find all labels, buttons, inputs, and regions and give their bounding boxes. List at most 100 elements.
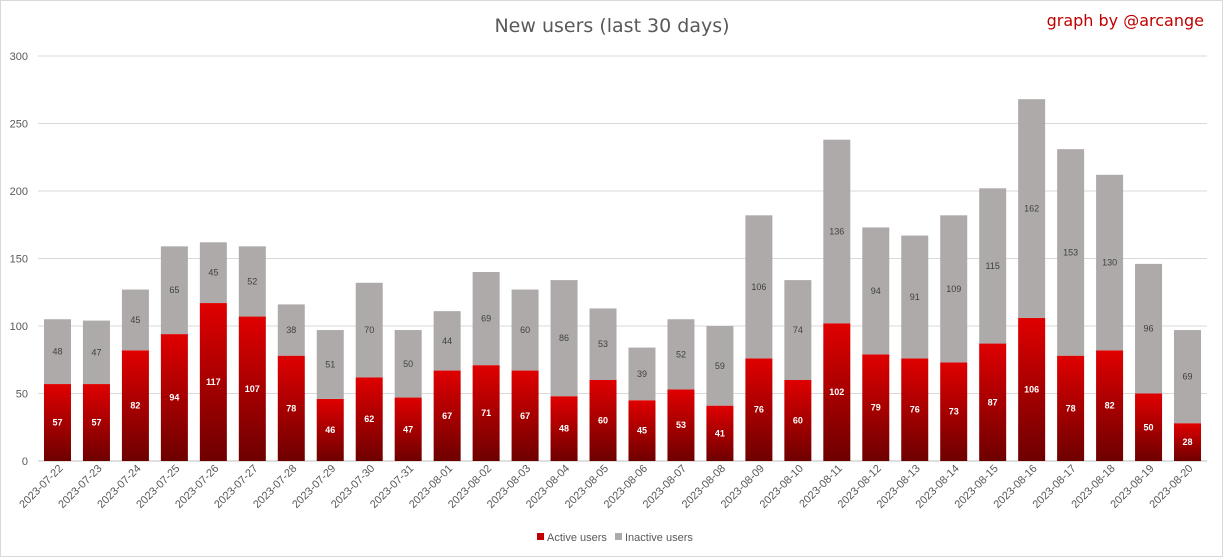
bar-inactive [121,289,149,351]
data-label-inactive: 69 [481,314,491,324]
bar-inactive [550,280,578,397]
legend-swatch-inactive [615,533,622,540]
data-label-active: 71 [481,408,491,418]
data-label-inactive: 91 [910,292,920,302]
bar-inactive [1057,149,1085,356]
data-label-active: 67 [442,411,452,421]
bar-inactive [82,320,110,385]
y-tick-label: 50 [16,389,28,401]
data-label-inactive: 109 [946,284,961,294]
bar-active [199,303,227,461]
data-label-inactive: 44 [442,336,452,346]
bar-inactive [1018,99,1046,318]
bar-active [316,398,344,461]
chart-title: New users (last 30 days) [494,15,729,37]
bar-inactive [355,282,383,378]
bar-active [433,370,461,461]
data-label-active: 60 [598,416,608,426]
bar-active [511,370,539,461]
data-label-inactive: 38 [286,325,296,335]
bar-inactive [394,330,422,398]
bar-active [901,358,929,461]
bar-active [706,405,734,461]
bar-inactive [1174,330,1202,424]
y-tick-label: 100 [10,321,28,333]
data-label-inactive: 52 [676,349,686,359]
data-label-active: 82 [130,401,140,411]
data-label-active: 73 [949,407,959,417]
bar-inactive [979,188,1007,344]
data-label-inactive: 53 [598,339,608,349]
bar-active [121,350,149,461]
data-label-inactive: 50 [403,359,413,369]
bar-active [355,377,383,461]
data-label-inactive: 60 [520,325,530,335]
data-label-active: 76 [910,405,920,415]
bar-inactive [745,215,773,359]
bar-inactive [706,326,734,406]
data-label-inactive: 74 [793,325,803,335]
data-label-active: 41 [715,428,725,438]
data-label-active: 48 [559,424,569,434]
data-label-active: 45 [637,426,647,436]
bar-active [1018,317,1046,461]
y-tick-label: 200 [10,186,28,198]
bar-inactive [1096,174,1124,351]
data-label-active: 117 [206,377,221,387]
y-tick-label: 250 [10,119,28,131]
bar-active [667,389,695,461]
data-label-inactive: 106 [751,282,766,292]
bar-active [940,362,968,461]
bar-active [628,400,656,461]
gridlines [38,55,1207,462]
bar-inactive [43,319,71,385]
bar-inactive [862,227,890,355]
legend-label-inactive: Inactive users [625,532,693,544]
data-label-inactive: 65 [169,285,179,295]
data-label-inactive: 136 [829,227,844,237]
data-label-active: 106 [1024,384,1039,394]
bar-inactive [199,242,227,304]
bar-active [784,380,812,461]
data-label-inactive: 47 [91,347,101,357]
data-label-inactive: 59 [715,361,725,371]
bar-active [979,343,1007,461]
bar-inactive [277,304,305,356]
bar-inactive [433,311,461,371]
bar-inactive [784,280,812,380]
data-label-active: 107 [245,384,260,394]
data-label-inactive: 48 [52,347,62,357]
legend-swatch-active [537,533,544,540]
data-label-inactive: 153 [1063,247,1078,257]
bar-active [1135,393,1163,461]
bar-active [238,316,266,461]
bar-active [1174,423,1202,461]
y-tick-label: 150 [10,254,28,266]
y-tick-label: 0 [22,456,28,468]
data-label-inactive: 51 [325,359,335,369]
y-tick-label: 300 [10,51,28,63]
data-label-inactive: 39 [637,369,647,379]
bar-active [1057,355,1085,461]
bar-active [745,358,773,461]
bar-active [589,380,617,461]
data-label-inactive: 130 [1102,258,1117,268]
bars: 57 48 57 47 82 45 94 65 117 45 107 52 78 38 46 51 62 70 47… [43,99,1202,461]
bar-active [1096,350,1124,461]
data-label-active: 67 [520,411,530,421]
y-axis-ticks: 0 50 100 150 200 250 300 [10,51,28,468]
bar-active [394,397,422,461]
legend: Active users Inactive users [537,532,693,544]
data-label-active: 57 [52,418,62,428]
data-label-inactive: 52 [247,276,257,286]
data-label-active: 82 [1105,401,1115,411]
data-label-active: 53 [676,420,686,430]
data-label-active: 76 [754,405,764,415]
data-label-inactive: 115 [986,261,1000,271]
bar-inactive [511,289,539,371]
data-label-inactive: 45 [208,268,218,278]
data-label-active: 57 [91,418,101,428]
data-label-active: 60 [793,416,803,426]
